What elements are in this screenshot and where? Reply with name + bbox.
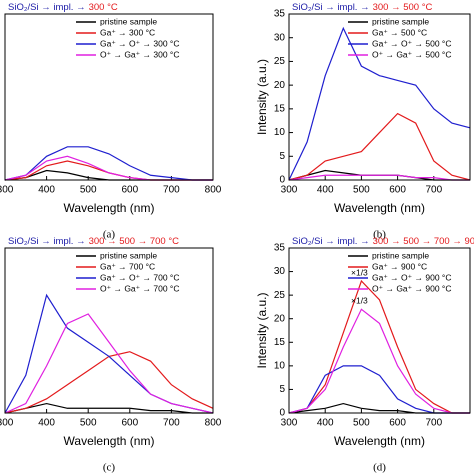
spectrum-line xyxy=(4,293,214,414)
legend-label: pristine sample xyxy=(372,16,429,26)
spectrum-line xyxy=(4,155,213,181)
spectrum-line xyxy=(4,160,213,181)
annotation: ×1/3 xyxy=(351,296,368,306)
title-part: 300 → 500 → 700 → 900 °C xyxy=(373,236,474,247)
x-tick-label: 300 xyxy=(0,418,14,429)
spectrum-line xyxy=(4,146,213,181)
panel-caption: (a) xyxy=(103,229,116,241)
y-tick-label: 20 xyxy=(274,80,286,91)
spectrum-line xyxy=(4,313,214,414)
y-tick-label: 30 xyxy=(274,32,286,43)
x-tick-label: 600 xyxy=(389,418,406,429)
x-tick-label: 700 xyxy=(425,418,442,429)
annotation: ×1/3 xyxy=(351,267,368,277)
y-axis-label: Intensity (a.u.) xyxy=(255,59,269,135)
title-part: 300 °C xyxy=(89,2,118,13)
spectrum-line xyxy=(4,351,214,414)
spectrum-line xyxy=(288,174,470,181)
y-tick-label: 5 xyxy=(279,384,285,395)
legend-label: Ga⁺ → O⁺ → 900 °C xyxy=(372,272,451,282)
y-axis-label: Intensity (a.u.) xyxy=(255,292,269,368)
x-tick-label: 600 xyxy=(121,185,138,196)
x-tick-label: 500 xyxy=(80,185,97,196)
x-tick-label: 700 xyxy=(163,418,180,429)
legend-label: Ga⁺ → 500 °C xyxy=(372,27,427,37)
legend-label: Ga⁺ → 900 °C xyxy=(372,261,427,271)
y-tick-label: 0 xyxy=(279,408,285,419)
legend-label: Ga⁺ → 300 °C xyxy=(100,27,155,37)
x-tick-label: 300 xyxy=(281,418,298,429)
legend-label: pristine sample xyxy=(100,250,157,260)
y-tick-label: 10 xyxy=(274,360,286,371)
x-axis-label: Wavelength (nm) xyxy=(334,201,425,215)
legend-label: O⁺ → Ga⁺ → 500 °C xyxy=(372,49,451,59)
legend-label: pristine sample xyxy=(100,16,157,26)
x-tick-label: 500 xyxy=(80,418,97,429)
legend-label: Ga⁺ → O⁺ → 700 °C xyxy=(100,272,179,282)
x-tick-label: 400 xyxy=(38,185,55,196)
x-tick-label: 700 xyxy=(425,185,442,196)
x-tick-label: 300 xyxy=(0,185,14,196)
x-tick-label: 300 xyxy=(281,185,298,196)
x-tick-label: 400 xyxy=(38,418,55,429)
x-axis-label: Wavelength (nm) xyxy=(64,434,155,448)
title-part: SiO₂/Si → impl. → xyxy=(8,2,86,13)
y-tick-label: 30 xyxy=(274,266,286,277)
spectrum-line xyxy=(288,112,471,181)
y-tick-label: 35 xyxy=(274,243,286,254)
panel-title: SiO₂/Si → impl. → 300 °C xyxy=(8,2,118,13)
plot-frame xyxy=(288,13,471,181)
x-tick-label: 800 xyxy=(205,418,222,429)
y-tick-label: 15 xyxy=(274,337,286,348)
panel-title: SiO₂/Si → impl. → 300 → 500 °C xyxy=(292,2,433,13)
panel-caption: (d) xyxy=(373,462,386,474)
x-tick-label: 700 xyxy=(163,185,180,196)
panel-title: SiO₂/Si → impl. →300 → 500 → 700 → 900 °… xyxy=(292,236,474,247)
plot-frame xyxy=(4,247,214,414)
x-axis-label: Wavelength (nm) xyxy=(64,201,155,215)
legend-label: O⁺ → Ga⁺ → 900 °C xyxy=(372,283,451,293)
x-tick-label: 800 xyxy=(205,185,222,196)
y-tick-label: 35 xyxy=(274,9,286,20)
spectrum-line xyxy=(288,26,471,181)
y-tick-label: 25 xyxy=(274,290,286,301)
spectrum-line xyxy=(288,365,470,414)
legend-label: pristine sample xyxy=(372,250,429,260)
title-part: 300 → 500 → 700 °C xyxy=(89,236,180,247)
legend-label: Ga⁺ → 700 °C xyxy=(100,261,155,271)
spectrum-line xyxy=(288,279,470,414)
x-axis-label: Wavelength (nm) xyxy=(334,434,425,448)
plot-frame xyxy=(288,247,471,414)
title-part: SiO₂/Si → impl. → xyxy=(292,2,370,13)
spectrum-line xyxy=(4,402,213,414)
y-tick-label: 10 xyxy=(274,127,286,138)
x-tick-label: 600 xyxy=(389,185,406,196)
legend-label: O⁺ → Ga⁺ → 700 °C xyxy=(100,283,179,293)
legend-label: Ga⁺ → O⁺ → 500 °C xyxy=(372,38,451,48)
legend-label: O⁺ → Ga⁺ → 300 °C xyxy=(100,49,179,59)
x-tick-label: 500 xyxy=(353,418,370,429)
title-part: SiO₂/Si → impl. → xyxy=(292,236,370,247)
title-part: 300 → 500 °C xyxy=(373,2,433,13)
y-tick-label: 0 xyxy=(279,175,285,186)
x-tick-label: 400 xyxy=(317,185,334,196)
x-tick-label: 600 xyxy=(121,418,138,429)
y-tick-label: 15 xyxy=(274,103,286,114)
y-tick-label: 5 xyxy=(279,151,285,162)
title-part: SiO₂/Si → impl. → xyxy=(8,236,86,247)
legend-label: Ga⁺ → O⁺ → 300 °C xyxy=(100,38,179,48)
y-tick-label: 20 xyxy=(274,313,286,324)
spectrum-line xyxy=(288,308,470,414)
panel-caption: (c) xyxy=(103,462,116,474)
y-tick-label: 25 xyxy=(274,56,286,67)
x-tick-label: 500 xyxy=(353,185,370,196)
panel-caption: (b) xyxy=(373,229,386,241)
x-tick-label: 400 xyxy=(317,418,334,429)
plot-frame xyxy=(4,13,214,181)
panel-title: SiO₂/Si → impl. → 300 → 500 → 700 °C xyxy=(8,236,179,247)
